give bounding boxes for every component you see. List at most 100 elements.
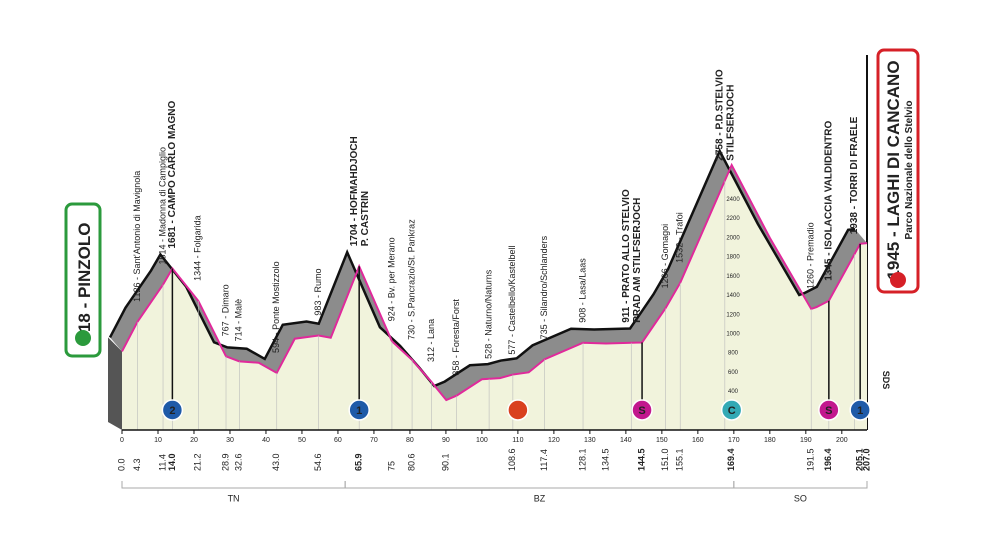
waypoint-label: 767 - Dimaro xyxy=(220,284,230,336)
waypoint-label: 1514 - Madonna di Campiglio xyxy=(157,147,167,265)
x-tick-label: 170 xyxy=(728,437,740,444)
km-label: 14.0 xyxy=(167,453,177,471)
y-tick-label: 2000 xyxy=(726,235,740,241)
region-label: SO xyxy=(794,493,807,503)
finish-sublabel: Parco Nazionale dello Stelvio xyxy=(904,101,915,240)
x-tick-label: 200 xyxy=(836,437,848,444)
waypoint-label: 1345 - ISOLACCIA VALDIDENTRO xyxy=(823,121,834,281)
km-label: 108.6 xyxy=(507,448,517,471)
x-tick-label: 50 xyxy=(298,437,306,444)
km-label: 151.0 xyxy=(660,448,670,471)
region-label: TN xyxy=(228,493,240,503)
profile-line xyxy=(121,162,868,402)
finish-label: 1945 - LAGHI DI CANCANO xyxy=(884,60,903,279)
x-tick-label: 190 xyxy=(800,437,812,444)
x-tick-label: 70 xyxy=(370,437,378,444)
km-label: 207.0 xyxy=(861,448,871,471)
waypoint-label: STILFSERJOCH xyxy=(725,85,736,161)
waypoint-label: 1704 - HOFMAHDJOCH xyxy=(349,136,360,246)
waypoint-label: 1266 - Gomagoi xyxy=(660,224,670,289)
x-tick-label: 10 xyxy=(154,437,162,444)
marker xyxy=(161,399,184,421)
km-label: 169.4 xyxy=(726,448,736,471)
x-tick-label: 60 xyxy=(334,437,342,444)
waypoint-label: 924 - Bv. per Merano xyxy=(386,237,396,321)
km-label: 117.4 xyxy=(539,449,549,471)
km-label: 144.5 xyxy=(636,448,646,471)
marker-label: 2 xyxy=(169,405,175,417)
marker-label: C xyxy=(728,405,736,417)
start-label: 818 - PINZOLO xyxy=(75,222,94,341)
km-label: 28.9 xyxy=(220,453,230,471)
y-tick-label: 400 xyxy=(728,389,739,395)
marker-label: S xyxy=(825,405,832,417)
km-label: 205.1 xyxy=(855,448,865,471)
waypoint-label: 714 - Malè xyxy=(234,299,244,342)
marker xyxy=(631,399,653,421)
waypoint-label: 911 - PRATO ALLO STELVIO xyxy=(621,189,632,323)
km-label: 191.5 xyxy=(806,448,816,471)
marker xyxy=(720,399,743,421)
x-tick-label: 40 xyxy=(262,437,270,444)
x-tick-label: 30 xyxy=(226,437,234,444)
waypoint-label: 528 - Naturno/Naturns xyxy=(483,269,493,359)
km-label: 155.1 xyxy=(675,448,685,471)
region-bracket xyxy=(733,481,868,489)
y-tick-label: 800 xyxy=(728,351,739,357)
region-label: BZ xyxy=(534,493,546,503)
waypoint-label: 1938 - TORRI DI FRAELE xyxy=(849,116,860,234)
km-label: 65.9 xyxy=(354,453,364,471)
waypoint-label: 312 - Lana xyxy=(426,319,436,362)
y-tick-label: 1600 xyxy=(726,274,740,280)
km-label: 196.4 xyxy=(823,448,833,471)
marker xyxy=(348,399,370,421)
x-tick-label: 180 xyxy=(764,437,776,444)
waypoint-label: 1126 - Sant'Antonio di Mavignola xyxy=(132,171,142,302)
km-label: 11.4 xyxy=(157,454,167,471)
waypoint-label: 730 - S.Pancrazio/St. Pankraz xyxy=(406,219,416,340)
x-tick-label: 20 xyxy=(190,437,198,444)
waypoint-label: PRAD AM STILFSERJOCH xyxy=(632,198,643,323)
x-tick-label: 80 xyxy=(406,437,414,444)
y-tick-label: 1200 xyxy=(726,312,740,318)
y-tick-label: 1400 xyxy=(726,293,740,299)
profile-area xyxy=(122,165,867,430)
y-tick-label: 600 xyxy=(728,370,739,376)
km-label: 80.6 xyxy=(406,453,416,471)
finish-box xyxy=(876,48,920,294)
x-tick-label: 130 xyxy=(584,437,596,444)
km-label: 134.5 xyxy=(600,448,610,471)
feed-marker xyxy=(507,399,529,421)
km-label: 32.6 xyxy=(234,453,244,471)
x-tick-label: 150 xyxy=(656,437,668,444)
y-tick-label: 2200 xyxy=(726,216,740,222)
waypoint-label: 983 - Rumo xyxy=(313,269,323,316)
km-label: 43.0 xyxy=(271,453,281,471)
marker xyxy=(818,399,840,421)
waypoint-label: 577 - Castelbello/Kastelbell xyxy=(507,245,517,354)
km-label: 0.0 xyxy=(116,458,126,471)
km-label: 54.6 xyxy=(313,453,323,471)
waypoint-label: P. CASTRIN xyxy=(360,191,371,246)
start-icon xyxy=(75,330,91,346)
x-tick-label: 90 xyxy=(442,437,450,444)
start-box xyxy=(64,202,102,358)
y-tick-label: 1800 xyxy=(726,255,740,261)
x-tick-label: 100 xyxy=(476,437,488,444)
waypoint-label: 908 - Lasa/Laas xyxy=(577,258,587,323)
y-tick-label: 1000 xyxy=(726,332,740,338)
waypoint-label: 1260 - Premadio xyxy=(806,222,816,289)
region-bracket xyxy=(344,481,735,489)
sponsor-mark: SDS xyxy=(881,371,891,390)
x-tick-label: 120 xyxy=(548,437,560,444)
x-tick-label: 0 xyxy=(120,437,124,444)
region-bracket xyxy=(121,481,346,489)
km-label: 21.2 xyxy=(193,453,203,471)
x-tick-label: 140 xyxy=(620,437,632,444)
km-label: 90.1 xyxy=(441,453,451,471)
profile-ridge xyxy=(108,148,856,388)
marker-label: 1 xyxy=(356,405,362,417)
x-tick-label: 110 xyxy=(512,437,523,444)
finish-icon xyxy=(890,272,906,288)
